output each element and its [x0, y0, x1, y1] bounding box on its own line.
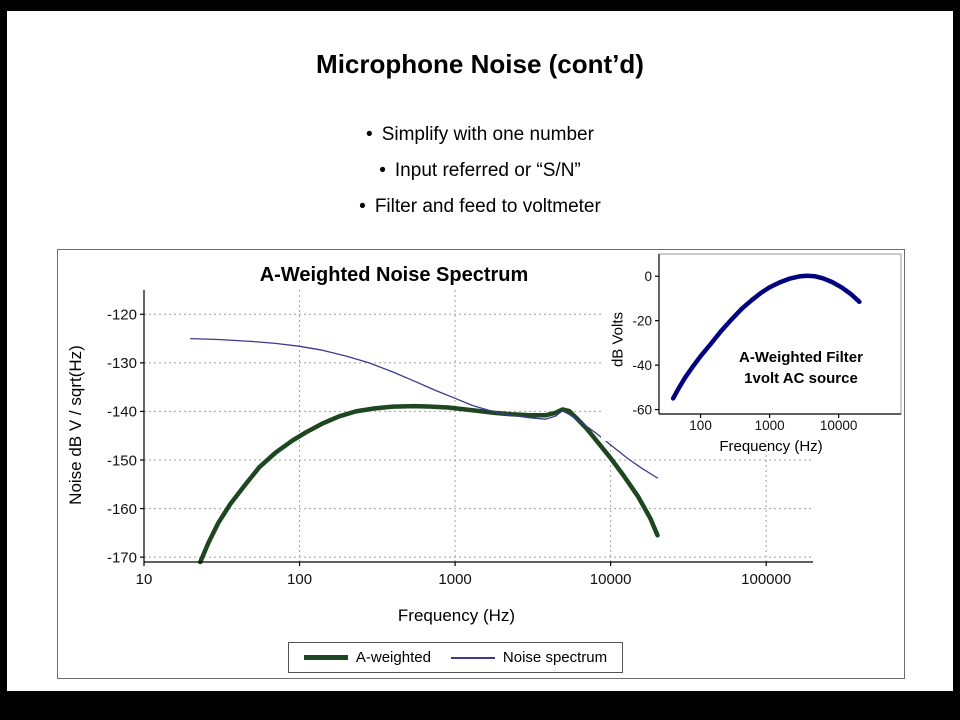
svg-text:-120: -120 — [107, 307, 137, 324]
series-a-weighted-filter — [670, 273, 862, 401]
svg-text:10000: 10000 — [590, 571, 632, 588]
legend-line-sample — [303, 655, 348, 660]
bullet-marker: • — [379, 160, 386, 181]
legend-label: A-weighted — [355, 649, 431, 666]
bullet-text: Simplify with one number — [381, 124, 594, 145]
main-x-axis-label: Frequency (Hz) — [397, 606, 516, 625]
bullet-item: • Filter and feed to voltmeter — [7, 195, 953, 218]
svg-text:0: 0 — [644, 269, 652, 284]
svg-text:-160: -160 — [107, 501, 137, 518]
chart-legend: A-weighted Noise spectrum — [288, 642, 623, 673]
inset-chart: 100 1000 10000 0 -20 -40 -60 — [601, 251, 904, 441]
legend-line-sample — [450, 656, 495, 659]
main-y-axis-label: Noise dB V / sqrt(Hz) — [66, 345, 85, 505]
inset-annotation: A-Weighted Filter 1volt AC source — [711, 347, 891, 389]
inset-x-axis-label: Frequency (Hz) — [719, 438, 823, 455]
svg-text:-20: -20 — [632, 313, 652, 328]
noise-spectrum-figure: 10 100 1000 10000 100000 -120 -130 -140 -150 -160… — [57, 249, 905, 679]
inset-annotation-line2: 1volt AC source — [744, 370, 858, 387]
svg-text:-150: -150 — [107, 452, 137, 469]
slide-title: Microphone Noise (cont’d) — [316, 49, 644, 79]
svg-text:-170: -170 — [107, 549, 137, 566]
svg-text:100: 100 — [689, 418, 712, 433]
main-chart-title: A-Weighted Noise Spectrum — [259, 264, 529, 286]
svg-text:10: 10 — [136, 571, 153, 588]
bullet-item: • Input referred or “S/N” — [7, 159, 953, 182]
svg-text:-60: -60 — [632, 402, 652, 417]
slide: Microphone Noise (cont’d) • Simplify with… — [7, 11, 953, 691]
bullet-item: • Simplify with one number — [7, 123, 953, 146]
legend-item-noise-spectrum: Noise spectrum — [450, 649, 608, 666]
legend-item-a-weighted: A-weighted — [303, 649, 431, 666]
inset-annotation-line1: A-Weighted Filter — [739, 349, 863, 366]
svg-text:100000: 100000 — [741, 571, 791, 588]
series-noise-spectrum — [190, 337, 659, 479]
bullet-text: Filter and feed to voltmeter — [374, 196, 601, 217]
svg-text:1000: 1000 — [438, 571, 471, 588]
bullet-marker: • — [359, 196, 366, 217]
series-a-weighted — [198, 403, 660, 565]
inset-y-axis-label: dB Volts — [609, 311, 627, 368]
svg-text:1000: 1000 — [755, 418, 785, 433]
svg-text:-40: -40 — [632, 358, 652, 373]
svg-text:10000: 10000 — [820, 418, 858, 433]
bullet-list: • Simplify with one number • Input referre… — [7, 123, 953, 231]
legend-label: Noise spectrum — [502, 649, 608, 666]
bullet-text: Input referred or “S/N” — [394, 160, 581, 181]
svg-text:-140: -140 — [107, 404, 137, 421]
bullet-marker: • — [366, 124, 373, 145]
svg-text:100: 100 — [287, 571, 312, 588]
svg-text:-130: -130 — [107, 355, 137, 372]
